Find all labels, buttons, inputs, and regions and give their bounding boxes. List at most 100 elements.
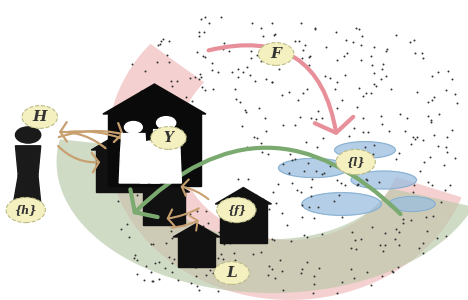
Circle shape <box>144 141 156 149</box>
Point <box>147 270 154 274</box>
Point <box>261 144 269 149</box>
Point <box>124 221 131 226</box>
Point <box>448 127 456 132</box>
Point <box>430 133 437 137</box>
Point <box>427 118 435 122</box>
Point <box>327 109 335 114</box>
Point <box>419 55 427 60</box>
Point <box>142 264 149 268</box>
Point <box>197 239 205 244</box>
Point <box>159 193 166 198</box>
Point <box>208 68 215 72</box>
Point <box>427 120 435 124</box>
PathPatch shape <box>108 44 461 300</box>
Point <box>395 151 402 155</box>
Point <box>130 176 138 181</box>
Point <box>395 265 402 269</box>
Ellipse shape <box>351 171 417 189</box>
Point <box>285 89 292 94</box>
Point <box>399 216 407 221</box>
Bar <box>220 204 267 243</box>
Point <box>308 176 316 181</box>
Point <box>244 176 251 181</box>
Point <box>256 106 263 110</box>
Point <box>410 135 417 140</box>
Point <box>163 98 170 103</box>
Point <box>419 241 427 246</box>
Point <box>271 32 278 37</box>
Point <box>246 73 254 77</box>
Point <box>116 103 124 108</box>
Point <box>140 278 148 283</box>
Point <box>307 194 315 198</box>
Point <box>250 134 257 139</box>
Point <box>388 268 395 273</box>
Point <box>355 85 363 90</box>
Point <box>276 257 284 262</box>
Point <box>136 146 144 150</box>
Point <box>257 250 265 255</box>
Point <box>197 75 205 80</box>
Point <box>340 54 348 58</box>
Point <box>333 177 340 182</box>
Point <box>150 143 158 148</box>
Point <box>164 196 172 201</box>
Point <box>157 39 165 44</box>
Point <box>127 113 135 118</box>
Point <box>352 247 359 252</box>
Point <box>331 87 339 92</box>
Point <box>170 256 178 261</box>
Point <box>372 83 380 88</box>
Point <box>362 145 369 150</box>
Point <box>381 243 388 248</box>
Point <box>126 142 133 147</box>
Circle shape <box>214 262 249 284</box>
Point <box>422 215 430 220</box>
Point <box>251 79 259 84</box>
Point <box>245 234 253 239</box>
Polygon shape <box>138 177 190 192</box>
Text: H: H <box>33 110 47 124</box>
Point <box>167 228 174 233</box>
Point <box>364 270 371 275</box>
Point <box>313 145 321 150</box>
Point <box>428 182 435 187</box>
Circle shape <box>151 127 186 149</box>
Point <box>411 137 418 142</box>
Point <box>248 21 256 26</box>
Point <box>314 205 322 210</box>
Point <box>168 269 176 274</box>
Point <box>446 183 454 188</box>
Point <box>148 117 156 122</box>
Polygon shape <box>215 188 271 204</box>
Point <box>196 77 203 82</box>
Point <box>278 210 285 215</box>
Point <box>172 158 180 163</box>
Point <box>182 212 190 217</box>
Point <box>271 32 279 36</box>
Point <box>358 237 365 242</box>
Point <box>238 147 245 152</box>
Point <box>234 176 242 181</box>
Point <box>149 202 156 207</box>
Point <box>440 163 448 167</box>
Point <box>286 152 294 157</box>
Point <box>341 73 348 77</box>
Point <box>231 257 238 262</box>
Point <box>320 135 327 140</box>
Point <box>353 182 361 187</box>
Point <box>243 64 251 69</box>
Circle shape <box>6 197 45 223</box>
Point <box>261 116 268 120</box>
Point <box>307 54 314 58</box>
Point <box>311 273 318 278</box>
Point <box>347 164 355 168</box>
Point <box>143 209 151 214</box>
Point <box>209 87 217 92</box>
Polygon shape <box>119 153 147 183</box>
Point <box>155 276 162 281</box>
Point <box>202 209 209 214</box>
Point <box>353 25 360 30</box>
Point <box>168 84 176 89</box>
Point <box>194 284 201 289</box>
